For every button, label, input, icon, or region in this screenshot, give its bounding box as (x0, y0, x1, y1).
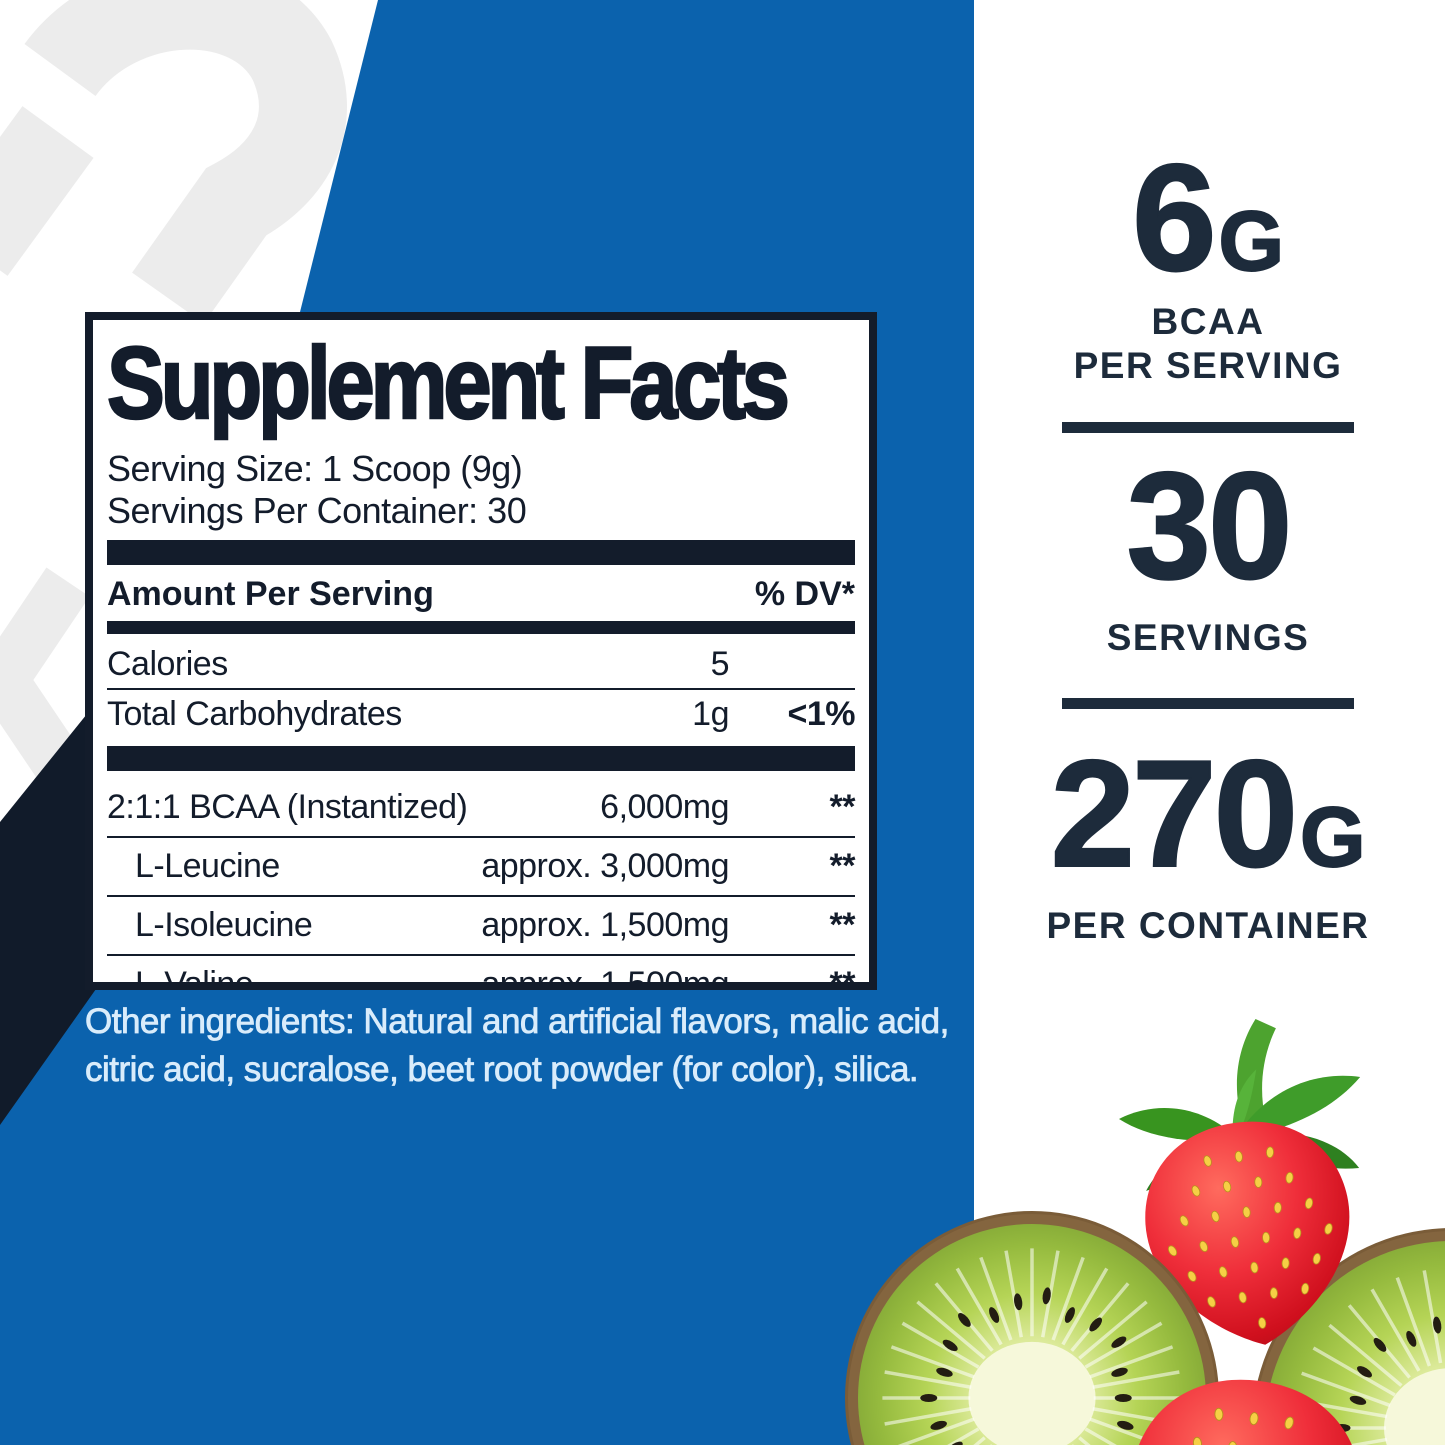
nutrient-dv: ** (829, 847, 856, 886)
supplement-facts-panel: Supplement Facts Serving Size: 1 Scoop (… (85, 312, 877, 990)
panel-title: Supplement Facts (106, 326, 791, 440)
watermark-chevron (0, 567, 90, 793)
kiwi-slice-left-image (845, 1211, 1219, 1445)
stat-bcaa-value: 6 (1131, 133, 1218, 303)
watermark-wedge (0, 106, 94, 276)
nutrient-dv: ** (829, 906, 856, 945)
divider-bar (107, 540, 855, 566)
nutrient-name: Calories (107, 644, 228, 683)
nutrient-amount: 1g (692, 694, 729, 733)
nutrient-dv: ** (829, 788, 856, 827)
other-ingredients: Other ingredients: Natural and artificia… (85, 998, 950, 1093)
serving-size-line: Serving Size: 1 Scoop (9g) (107, 448, 523, 489)
servings-per-container-line: Servings Per Container: 30 (107, 490, 527, 532)
highlight-stats-column: 6 G BCAA PER SERVING 30 SERVINGS 270 G P… (1005, 141, 1411, 970)
nutrient-amount: 5 (710, 644, 730, 683)
nutrient-row: L-Leucine approx. 3,000mg ** (107, 838, 856, 898)
nutrient-amount: approx. 1,500mg (481, 906, 729, 945)
nutrient-dv: <1% (787, 694, 856, 733)
fruit-photo-composition (845, 1018, 1445, 1445)
nutrient-dv: ** (829, 965, 856, 990)
stat-bcaa-label: BCAA (1151, 301, 1265, 342)
kiwi-slice-right-image (1252, 1228, 1445, 1445)
stat-bcaa-amount: 6 G (1131, 133, 1285, 303)
watermark-hook (24, 0, 347, 324)
nutrient-row: Calories 5 (107, 640, 855, 691)
divider-bar (107, 621, 855, 635)
stat-container-amount: 270 G (1050, 729, 1367, 899)
nutrient-amount: 6,000mg (600, 788, 729, 827)
nutrient-name: 2:1:1 BCAA (Instantized) (107, 788, 468, 827)
nutrient-rows: Calories 5 Total Carbohydrates 1g <1% 2:1:1 B… (107, 640, 856, 990)
amount-per-serving-header: Amount Per Serving (107, 574, 434, 613)
percent-dv-header: % DV* (754, 574, 855, 613)
nutrient-name: Total Carbohydrates (107, 694, 402, 733)
table-header-row: Amount Per Serving % DV* (107, 573, 855, 615)
nutrient-row: L-Valine approx. 1,500mg ** (107, 956, 856, 990)
brand-watermark-logo-icon (0, 0, 347, 793)
nutrient-name: L-Leucine (135, 847, 280, 886)
stat-bcaa-unit: G (1218, 194, 1285, 288)
nutrient-section: 2:1:1 BCAA (Instantized) 6,000mg ** L-Leuci… (107, 779, 856, 990)
stat-per-serving-label: PER SERVING (1073, 345, 1343, 386)
stat-container-value: 270 (1050, 729, 1300, 899)
nutrient-amount: approx. 1,500mg (481, 965, 729, 990)
stat-servings-value: 30 (1125, 441, 1293, 611)
nutrient-row: L-Isoleucine approx. 1,500mg ** (107, 897, 856, 957)
stat-container-unit: G (1299, 790, 1366, 884)
nutrient-name: L-Valine (135, 965, 254, 990)
nutrient-section: Calories 5 Total Carbohydrates 1g <1% (107, 640, 856, 738)
stats-divider (1062, 698, 1354, 709)
other-ingredients-line1: Other ingredients: Natural and artificia… (85, 1002, 950, 1042)
stat-servings-label: SERVINGS (1106, 617, 1310, 658)
nutrient-row: Total Carbohydrates 1g <1% (107, 690, 856, 738)
stats-divider (1062, 422, 1354, 433)
nutrient-name: L-Isoleucine (135, 906, 313, 945)
stat-per-container-label: PER CONTAINER (1046, 905, 1370, 946)
nutrient-amount: approx. 3,000mg (481, 847, 729, 886)
strawberry-back-image (1119, 1018, 1361, 1345)
divider-bar (107, 746, 855, 772)
other-ingredients-line2: citric acid, sucralose, beet root powder… (85, 1049, 919, 1089)
nutrient-row: 2:1:1 BCAA (Instantized) 6,000mg ** (107, 779, 856, 839)
stat-servings-amount: 30 (1125, 441, 1293, 611)
